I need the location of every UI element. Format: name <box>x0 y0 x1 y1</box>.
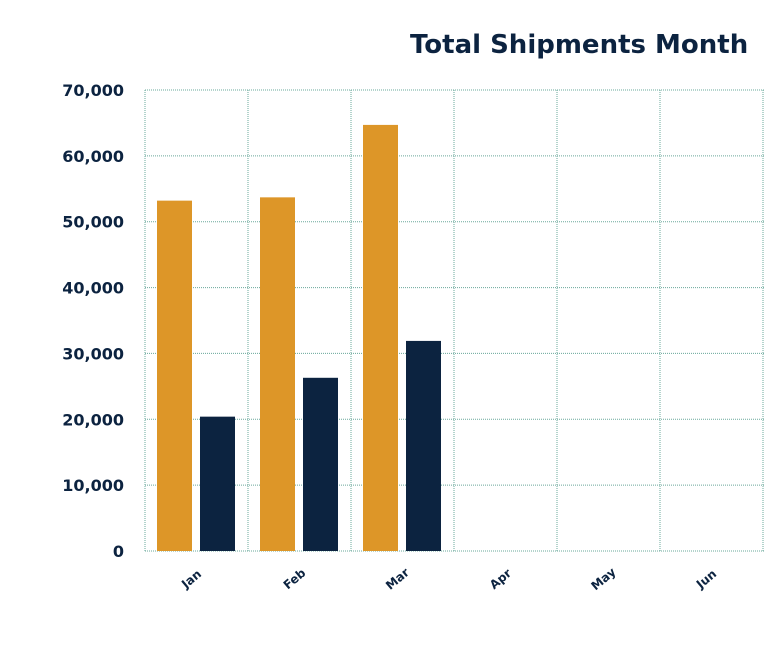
bars <box>157 124 441 551</box>
y-tick-label: 50,000 <box>62 213 124 232</box>
x-tick-label: May <box>588 565 618 594</box>
grid-lines <box>144 89 765 552</box>
y-tick-label: 70,000 <box>62 81 124 100</box>
y-axis-ticks: 0 10,000 20,000 30,000 40,000 50,000 60,000 70,… <box>62 81 124 561</box>
x-tick-label: Apr <box>487 566 514 592</box>
chart-title: Total Shipments Month <box>410 30 749 60</box>
y-tick-label: 10,000 <box>62 476 124 495</box>
bar-mar-series-2 <box>406 340 441 551</box>
x-tick-label: Mar <box>383 565 412 592</box>
bar-mar-series-1 <box>363 124 398 551</box>
bar-jan-series-1 <box>157 200 192 551</box>
bar-jan-series-2 <box>200 416 235 551</box>
bar-feb-series-1 <box>260 197 295 551</box>
x-tick-label: Jan <box>178 567 204 592</box>
y-tick-label: 60,000 <box>62 147 124 166</box>
bar-feb-series-2 <box>303 377 338 551</box>
x-axis-ticks: Jan Feb Mar Apr May Jun <box>178 565 719 594</box>
x-tick-label: Feb <box>281 566 309 593</box>
y-tick-label: 0 <box>113 542 124 561</box>
y-tick-label: 30,000 <box>62 344 124 363</box>
y-tick-label: 20,000 <box>62 410 124 429</box>
y-tick-label: 40,000 <box>62 279 124 298</box>
x-tick-label: Jun <box>693 567 719 592</box>
